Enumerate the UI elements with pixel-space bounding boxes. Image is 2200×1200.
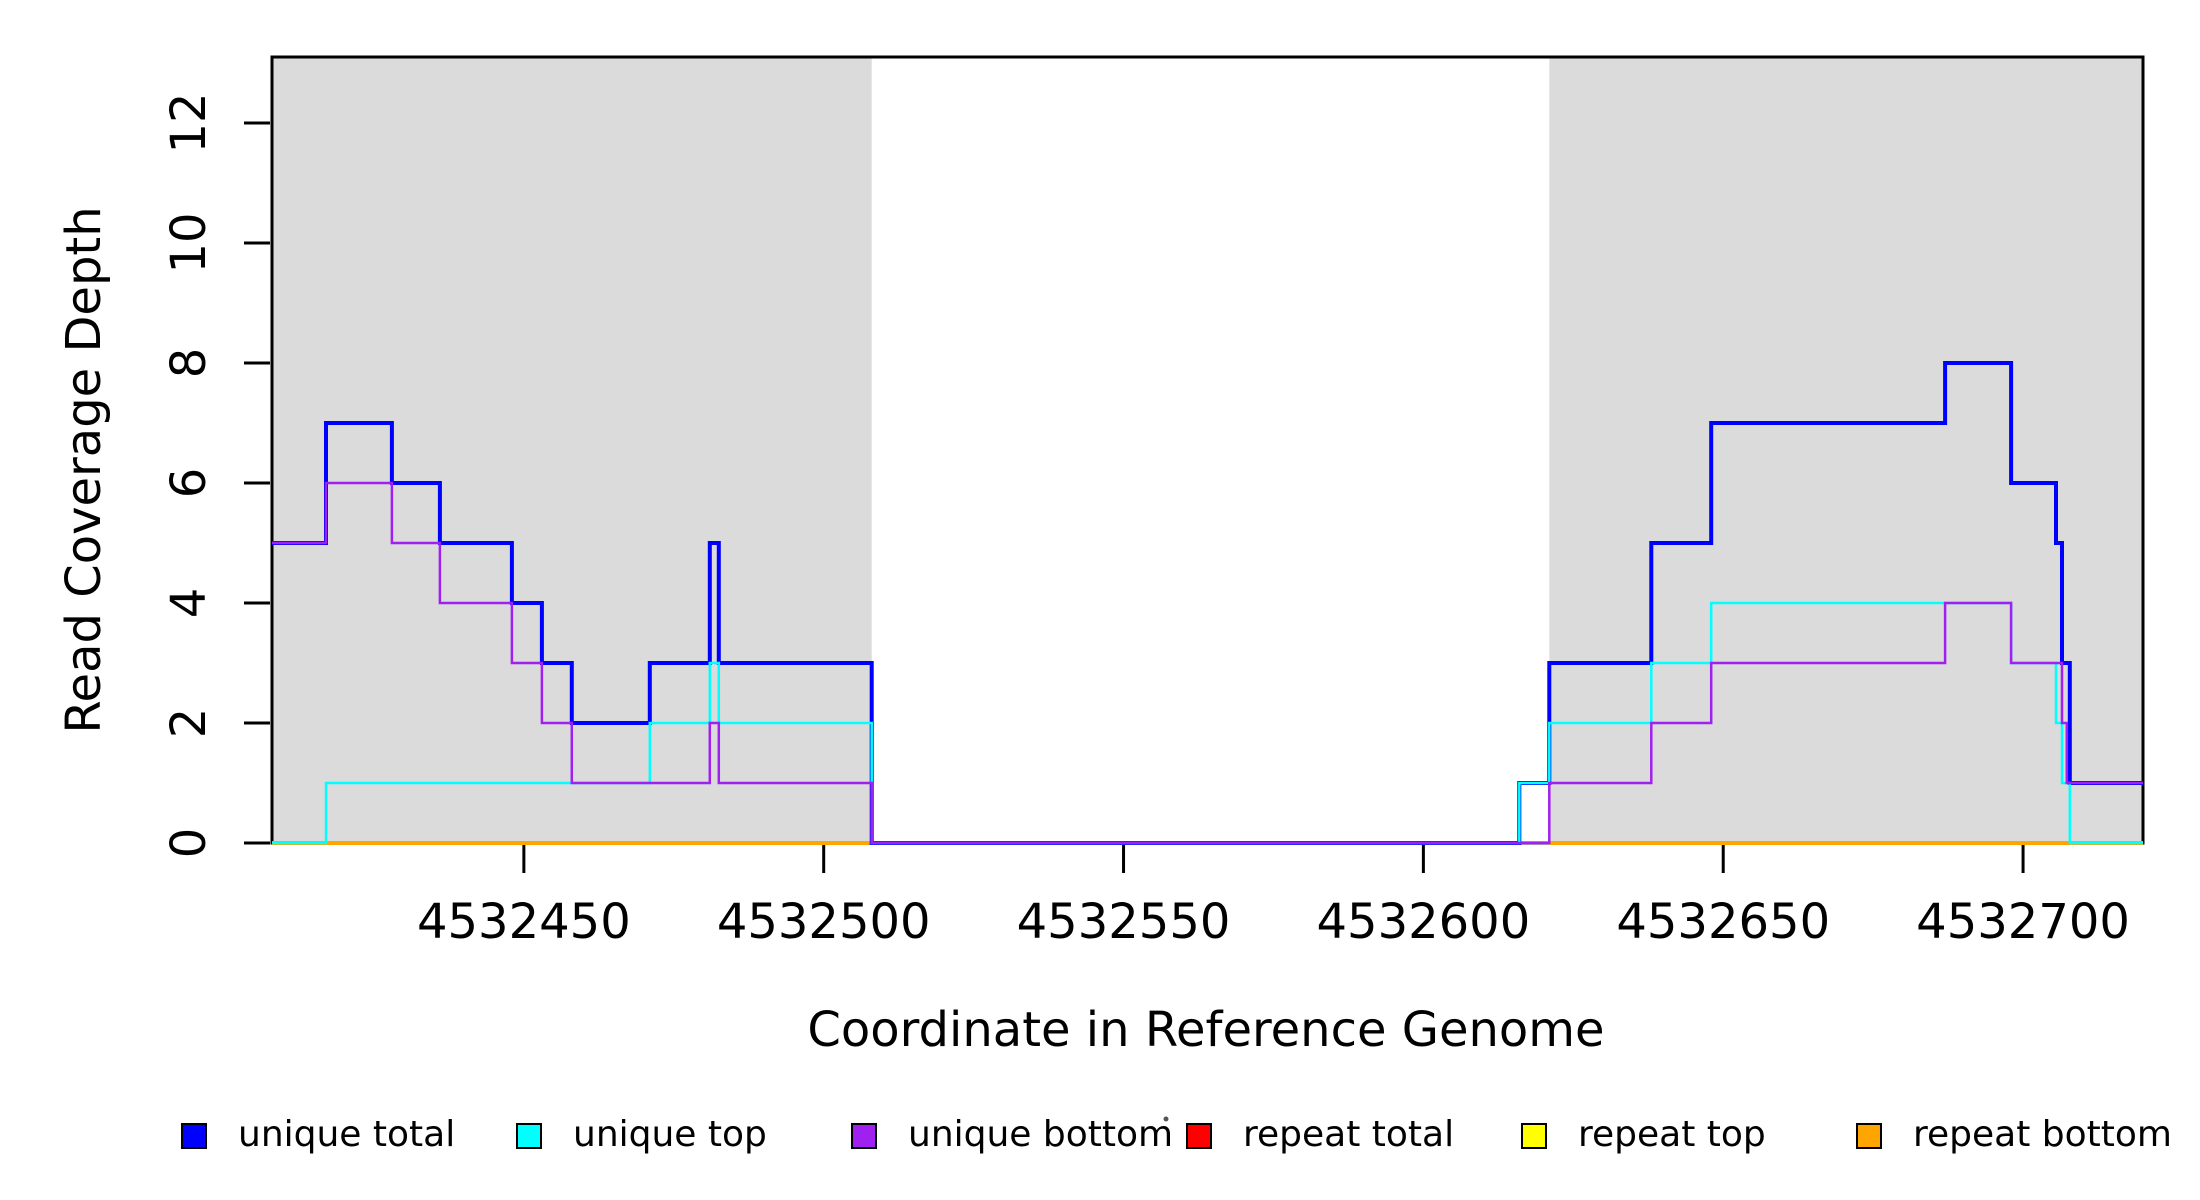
y-tick-label: 4	[161, 588, 217, 619]
legend-label-repeat-top: repeat top	[1578, 1114, 1766, 1155]
x-tick-label: 4532550	[1017, 894, 1231, 950]
legend-item-repeat-bottom: repeat bottom	[1856, 1114, 2172, 1155]
shaded-regions	[272, 57, 2143, 843]
right-gray-region	[1549, 57, 2143, 843]
y-tick-label: 0	[161, 828, 217, 859]
legend-label-unique-top: unique top	[573, 1114, 767, 1155]
legend-item-unique-top: unique top	[516, 1114, 767, 1155]
series-line-unique-bottom	[272, 481, 2143, 845]
axis-tick-labels: 4532450 4532500 4532550 4532600 4532650 45327…	[161, 92, 2130, 950]
y-tick-label: 8	[161, 348, 217, 379]
x-tick-label: 4532500	[717, 894, 931, 950]
legend-label-repeat-bottom: repeat bottom	[1913, 1114, 2172, 1155]
legend-item-unique-total: unique total	[181, 1114, 455, 1155]
legend-label-repeat-total: repeat total	[1243, 1114, 1454, 1155]
y-tick-label: 6	[161, 468, 217, 499]
legend: unique total unique top unique bottom repea…	[181, 1114, 2172, 1155]
legend-item-repeat-total: repeat total	[1186, 1114, 1454, 1155]
legend-item-unique-bottom: unique bottom	[851, 1114, 1173, 1155]
legend-swatch-unique-bottom	[851, 1123, 877, 1149]
series-line-unique-top	[272, 601, 2143, 845]
y-tick-label: 12	[161, 92, 217, 153]
legend-item-repeat-top: repeat top	[1521, 1114, 1766, 1155]
y-tick-label: 2	[161, 708, 217, 739]
legend-swatch-repeat-total	[1186, 1123, 1212, 1149]
legend-swatch-repeat-bottom	[1856, 1123, 1882, 1149]
x-tick-label: 4532700	[1916, 894, 2130, 950]
legend-swatch-repeat-top	[1521, 1123, 1547, 1149]
x-tick-label: 4532450	[417, 894, 631, 950]
legend-label-unique-bottom: unique bottom	[908, 1114, 1173, 1155]
legend-swatch-unique-top	[516, 1123, 542, 1149]
y-axis-title: Read Coverage Depth	[56, 206, 112, 733]
stray-dot-artifact	[1163, 1116, 1169, 1122]
x-tick-label: 4532600	[1316, 894, 1530, 950]
x-axis-title: Coordinate in Reference Genome	[807, 1002, 1604, 1058]
y-tick-label: 10	[161, 212, 217, 273]
x-tick-label: 4532650	[1616, 894, 1830, 950]
series-lines	[272, 361, 2143, 845]
legend-label-unique-total: unique total	[238, 1114, 455, 1155]
axis-ticks	[244, 121, 2025, 873]
legend-swatch-unique-total	[181, 1123, 207, 1149]
